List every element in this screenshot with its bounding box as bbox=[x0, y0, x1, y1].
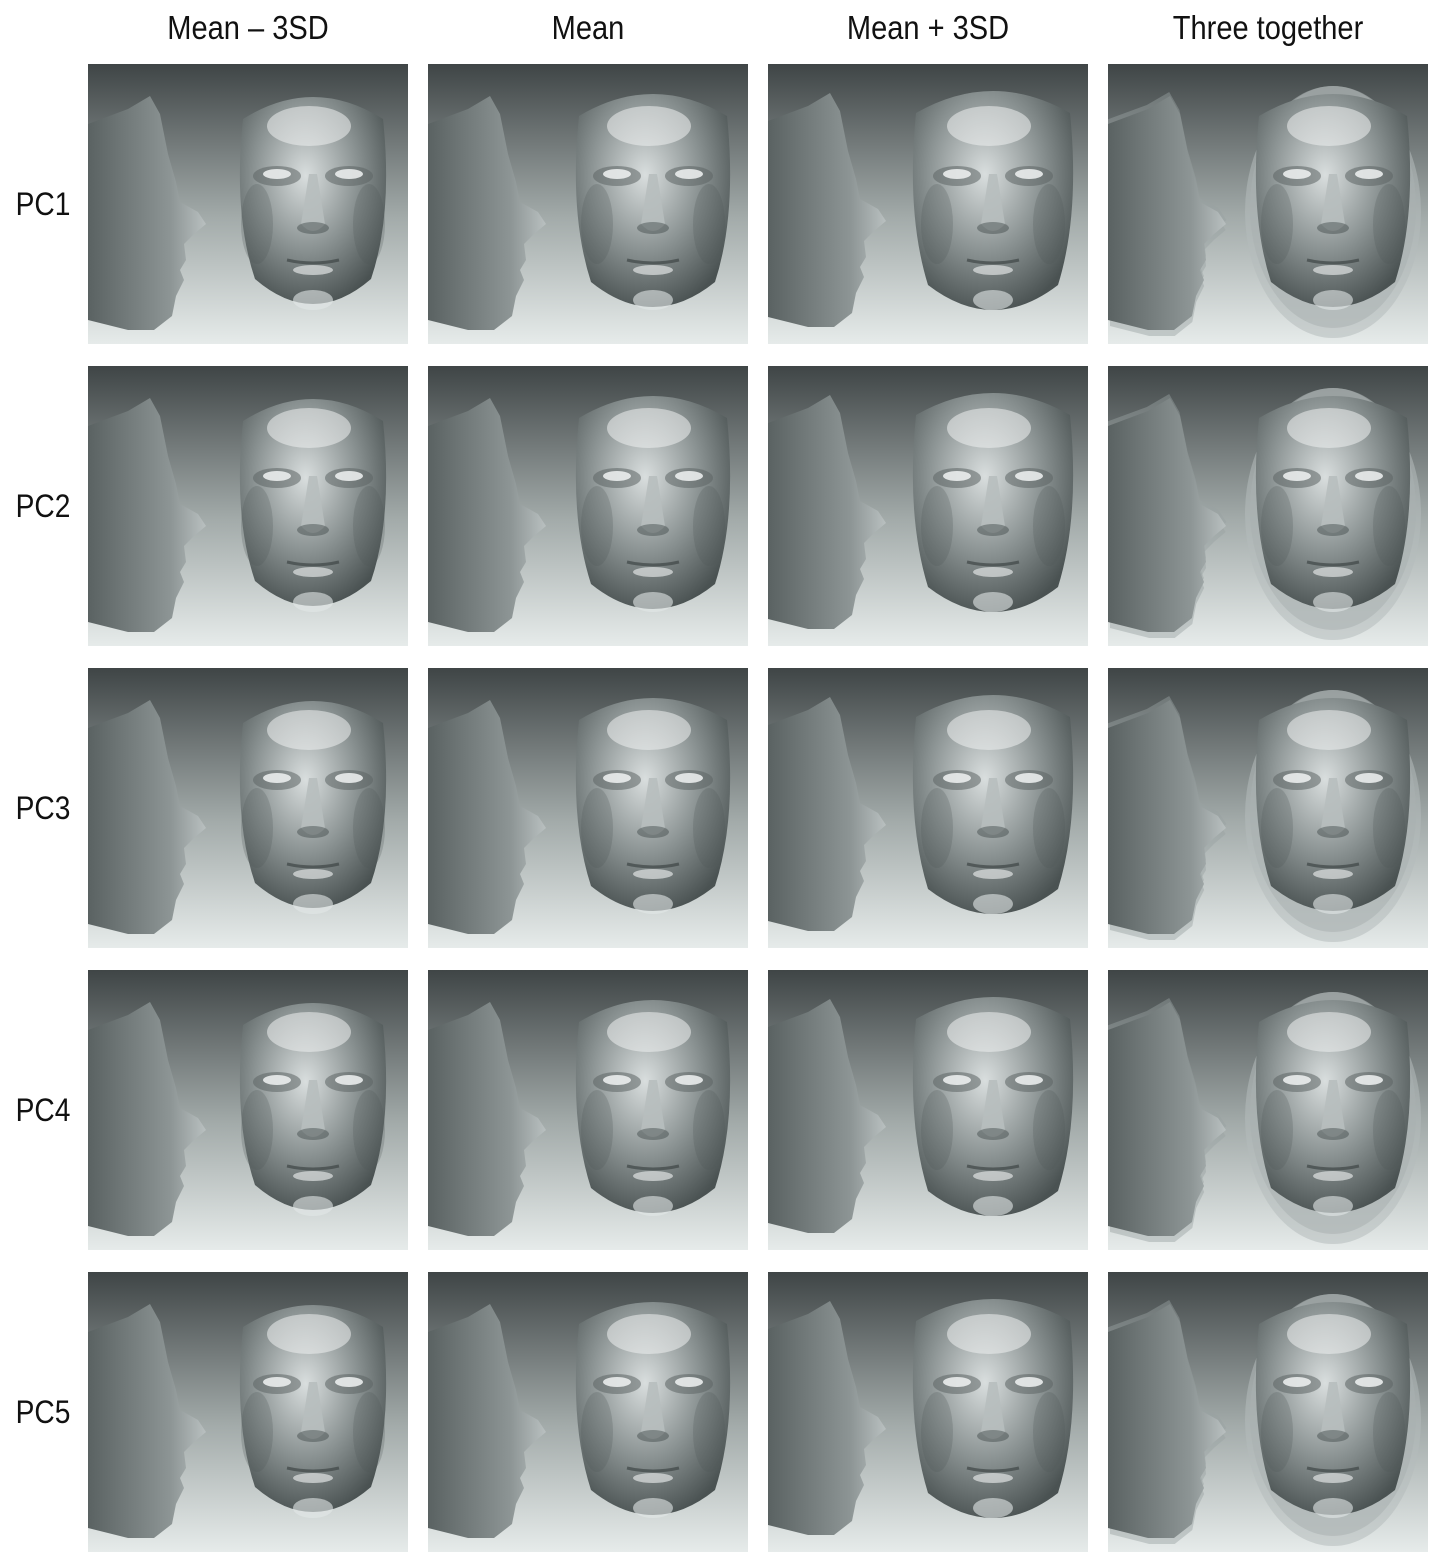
profile-view bbox=[428, 700, 546, 934]
face-panel bbox=[1108, 64, 1428, 344]
face-render bbox=[88, 970, 408, 1250]
column-header-mean: Mean bbox=[551, 9, 625, 46]
face-panel bbox=[88, 1272, 408, 1552]
row-label-pc4: PC4 bbox=[15, 1092, 71, 1128]
frontal-view bbox=[575, 1302, 731, 1518]
profile-view bbox=[768, 1301, 886, 1535]
face-panel bbox=[428, 668, 748, 948]
face-render bbox=[768, 1272, 1088, 1552]
face-render bbox=[768, 970, 1088, 1250]
profile-view bbox=[1108, 1300, 1227, 1544]
profile-view bbox=[768, 697, 886, 931]
face-panel bbox=[768, 970, 1088, 1250]
profile-view bbox=[88, 1304, 206, 1538]
face-panel bbox=[768, 668, 1088, 948]
frontal-view bbox=[239, 1305, 387, 1518]
face-render bbox=[1108, 366, 1428, 646]
frontal-view bbox=[575, 94, 731, 310]
face-render bbox=[428, 668, 748, 948]
frontal-view bbox=[1245, 690, 1421, 942]
face-render bbox=[428, 970, 748, 1250]
row-label-pc5: PC5 bbox=[15, 1394, 71, 1430]
frontal-view bbox=[239, 97, 387, 310]
face-render bbox=[88, 668, 408, 948]
face-panel bbox=[1108, 1272, 1428, 1552]
face-render bbox=[1108, 668, 1428, 948]
profile-view bbox=[1108, 696, 1227, 940]
frontal-view bbox=[575, 396, 731, 612]
face-render bbox=[1108, 64, 1428, 344]
face-render bbox=[428, 1272, 748, 1552]
profile-view bbox=[428, 1304, 546, 1538]
face-panel bbox=[1108, 970, 1428, 1250]
face-panel bbox=[428, 970, 748, 1250]
face-render bbox=[88, 1272, 408, 1552]
face-render bbox=[1108, 1272, 1428, 1552]
frontal-view bbox=[575, 1000, 731, 1216]
frontal-view bbox=[1245, 388, 1421, 640]
frontal-view bbox=[912, 997, 1074, 1216]
face-panel bbox=[88, 64, 408, 344]
frontal-view bbox=[239, 1003, 387, 1216]
face-panel bbox=[768, 1272, 1088, 1552]
face-render bbox=[1108, 970, 1428, 1250]
frontal-view bbox=[1245, 86, 1421, 338]
profile-view bbox=[428, 96, 546, 330]
frontal-view bbox=[1245, 992, 1421, 1244]
face-render bbox=[428, 366, 748, 646]
frontal-view bbox=[912, 393, 1074, 612]
row-label-pc2: PC2 bbox=[15, 488, 71, 524]
frontal-view bbox=[912, 91, 1074, 310]
face-render bbox=[768, 64, 1088, 344]
face-panel bbox=[428, 366, 748, 646]
face-render bbox=[428, 64, 748, 344]
face-render bbox=[768, 366, 1088, 646]
frontal-view bbox=[575, 698, 731, 914]
face-render bbox=[88, 64, 408, 344]
face-render bbox=[88, 366, 408, 646]
profile-view bbox=[1108, 394, 1227, 638]
face-panel bbox=[88, 668, 408, 948]
profile-view bbox=[768, 999, 886, 1233]
face-panel bbox=[768, 366, 1088, 646]
column-header-mean-minus-3sd: Mean – 3SD bbox=[167, 9, 329, 46]
profile-view bbox=[1108, 92, 1227, 336]
column-header-three-together: Three together bbox=[1172, 9, 1364, 46]
profile-view bbox=[88, 96, 206, 330]
profile-view bbox=[428, 1002, 546, 1236]
face-panel bbox=[88, 366, 408, 646]
face-panel bbox=[768, 64, 1088, 344]
row-label-pc1: PC1 bbox=[15, 186, 71, 222]
profile-view bbox=[88, 1002, 206, 1236]
face-panel bbox=[428, 1272, 748, 1552]
row-label-pc3: PC3 bbox=[15, 790, 71, 826]
frontal-view bbox=[912, 1299, 1074, 1518]
face-panel bbox=[1108, 366, 1428, 646]
profile-view bbox=[768, 395, 886, 629]
column-header-mean-plus-3sd: Mean + 3SD bbox=[846, 9, 1010, 46]
frontal-view bbox=[239, 399, 387, 612]
face-panel bbox=[88, 970, 408, 1250]
face-panel bbox=[428, 64, 748, 344]
frontal-view bbox=[1245, 1294, 1421, 1546]
profile-view bbox=[768, 93, 886, 327]
profile-view bbox=[1108, 998, 1227, 1242]
face-render bbox=[768, 668, 1088, 948]
profile-view bbox=[88, 700, 206, 934]
frontal-view bbox=[239, 701, 387, 914]
frontal-view bbox=[912, 695, 1074, 914]
profile-view bbox=[428, 398, 546, 632]
profile-view bbox=[88, 398, 206, 632]
face-panel bbox=[1108, 668, 1428, 948]
